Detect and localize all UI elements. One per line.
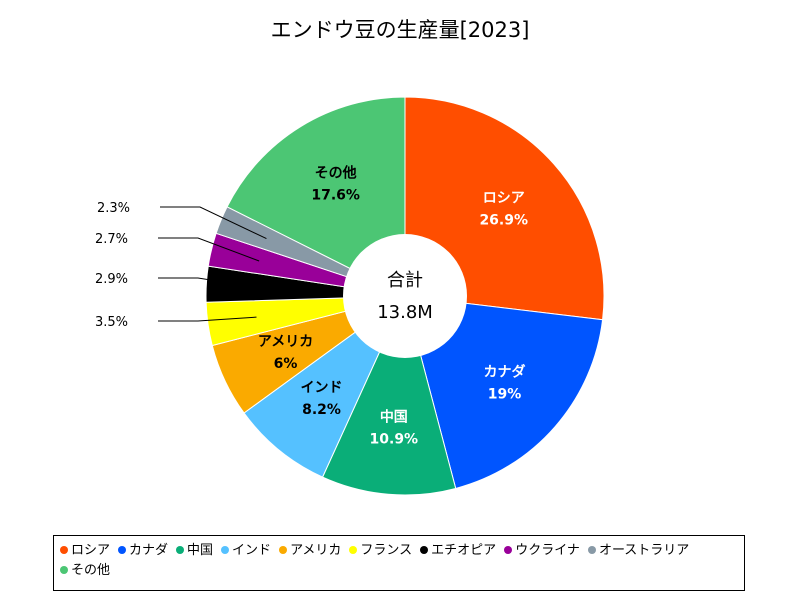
slice-value-label: 2.7% xyxy=(95,232,128,247)
legend-item: ウクライナ xyxy=(504,541,580,561)
slice-value-label: 17.6% xyxy=(311,188,360,204)
slice-value-label: 10.9% xyxy=(370,432,419,448)
legend-color-dot xyxy=(279,546,288,554)
slice-name-label: 中国 xyxy=(380,409,408,426)
legend-item: インド xyxy=(221,541,271,561)
slice-name-label: インド xyxy=(301,380,343,396)
legend-item: オーストラリア xyxy=(587,541,690,561)
slice-name-label: その他 xyxy=(315,165,357,182)
legend-color-dot xyxy=(349,546,358,554)
legend-label: ロシア xyxy=(71,543,111,558)
slice-value-label: 6% xyxy=(274,356,298,372)
slice-value-label: 26.9% xyxy=(479,212,528,228)
legend-item: フランス xyxy=(349,541,412,561)
legend-color-dot xyxy=(504,546,513,554)
legend-item: カナダ xyxy=(118,541,168,561)
slice-value-label: 8.2% xyxy=(302,402,341,418)
legend-item: アメリカ xyxy=(279,541,341,561)
legend-item: その他 xyxy=(60,561,110,581)
center-total-label: 合計 xyxy=(387,270,423,291)
legend-label: アメリカ xyxy=(290,543,342,558)
legend-label: ウクライナ xyxy=(515,543,580,558)
legend-color-dot xyxy=(221,546,230,554)
legend-label: フランス xyxy=(360,543,413,558)
legend-item: 中国 xyxy=(176,541,213,561)
center-total-value: 13.8M xyxy=(377,302,433,323)
leader-line xyxy=(158,237,260,262)
pie-slice xyxy=(226,96,406,297)
leader-line xyxy=(158,316,257,322)
slice-name-label: カナダ xyxy=(484,364,526,381)
legend-color-dot xyxy=(420,546,429,554)
legend-color-dot xyxy=(60,566,68,574)
slice-name-label: アメリカ xyxy=(258,334,313,350)
donut-hole xyxy=(343,234,467,358)
legend-item: エチオピア xyxy=(420,541,496,561)
slice-value-label: 19% xyxy=(488,387,522,403)
legend-label: エチオピア xyxy=(431,543,497,558)
legend-label: オーストラリア xyxy=(598,543,690,558)
legend-item: ロシア xyxy=(60,541,110,561)
legend: ロシア カナダ 中国 インド アメリカ フランス エチオピア ウクライナ オーストラリアその他 xyxy=(53,535,745,591)
slice-value-label: 2.3% xyxy=(97,201,130,216)
legend-label: 中国 xyxy=(187,543,214,558)
legend-color-dot xyxy=(176,546,185,554)
chart-title: エンドウ豆の生産量[2023] xyxy=(270,18,530,42)
leader-line xyxy=(158,277,256,288)
legend-label: その他 xyxy=(71,563,111,578)
pie-slice xyxy=(404,295,604,490)
legend-color-dot xyxy=(60,546,68,554)
slice-value-label: 3.5% xyxy=(95,315,128,330)
pie-slice xyxy=(321,294,457,496)
leader-line xyxy=(160,206,267,240)
legend-label: カナダ xyxy=(129,543,169,558)
slice-value-label: 2.9% xyxy=(95,272,128,287)
legend-color-dot xyxy=(118,546,127,554)
legend-label: インド xyxy=(232,543,272,558)
slice-name-label: ロシア xyxy=(483,190,525,206)
legend-color-dot xyxy=(587,546,596,554)
